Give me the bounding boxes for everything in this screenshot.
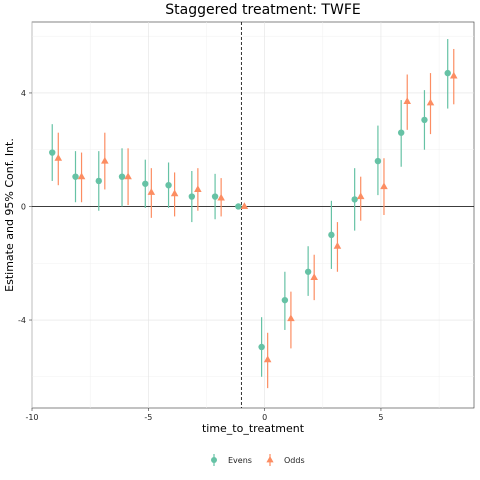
data-point <box>217 193 225 201</box>
data-point <box>142 180 149 187</box>
data-point <box>287 314 295 322</box>
data-point <box>403 97 412 104</box>
data-point <box>124 172 132 180</box>
y-axis-ticks: -4 0 4 <box>18 89 32 325</box>
legend: Evens Odds <box>211 454 305 466</box>
data-point <box>258 343 265 351</box>
x-tick-label: -10 <box>25 413 38 422</box>
y-tick-label: 0 <box>21 202 26 211</box>
y-tick-label: 4 <box>21 89 26 98</box>
data-point <box>54 154 63 161</box>
plot-area <box>31 21 475 409</box>
data-point <box>194 185 202 192</box>
plot-panel <box>31 21 475 409</box>
legend-item-odds: Odds <box>266 454 305 466</box>
x-axis-title: time_to_treatment <box>202 422 305 435</box>
chart-title: Staggered treatment: TWFE <box>165 2 360 18</box>
data-point <box>95 177 102 185</box>
data-point <box>240 202 249 210</box>
legend-key-marker <box>266 456 274 463</box>
data-point <box>444 69 451 77</box>
series-evens <box>49 39 451 377</box>
data-point <box>188 193 196 200</box>
data-point <box>426 98 435 106</box>
data-point <box>380 182 388 190</box>
data-point <box>77 172 86 180</box>
x-axis-ticks: -10 -5 0 5 <box>25 408 383 422</box>
data-point <box>165 181 172 189</box>
data-point <box>118 173 126 180</box>
data-point <box>101 156 109 164</box>
data-point <box>351 196 358 203</box>
data-point <box>304 268 312 275</box>
data-point <box>147 188 156 195</box>
data-point <box>374 157 382 165</box>
legend-item-evens: Evens <box>211 454 252 466</box>
data-point <box>328 231 335 239</box>
data-point <box>397 129 405 136</box>
legend-key-marker <box>211 457 217 463</box>
reference-lines <box>32 22 474 408</box>
x-tick-label: 5 <box>378 413 383 422</box>
y-axis-title: Estimate and 95% Conf. Int. <box>3 138 16 292</box>
data-point <box>449 71 458 79</box>
data-point <box>356 192 365 200</box>
x-tick-label: -5 <box>144 413 152 422</box>
data-point <box>72 173 79 180</box>
x-tick-label: 0 <box>262 413 267 422</box>
data-point <box>333 242 342 249</box>
data-point <box>235 203 242 210</box>
data-marks <box>49 39 458 389</box>
legend-label: Evens <box>228 456 252 465</box>
data-point <box>211 193 219 200</box>
data-point <box>421 116 428 124</box>
data-point <box>281 296 289 304</box>
data-point <box>263 355 272 363</box>
data-point <box>310 273 318 280</box>
y-tick-label: -4 <box>18 316 26 325</box>
data-point <box>170 189 179 197</box>
legend-label: Odds <box>284 456 305 465</box>
data-point <box>49 149 56 156</box>
series-odds <box>54 48 458 389</box>
